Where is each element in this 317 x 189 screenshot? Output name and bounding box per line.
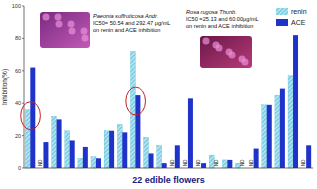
annotation: IC50 =25.13 and 60.00μg/mL — [186, 16, 259, 22]
data-label: ND — [240, 159, 245, 166]
legend-swatch — [276, 8, 288, 15]
flower-photo — [40, 12, 90, 48]
data-label: ND — [183, 159, 188, 166]
y-tick-label: 0 — [18, 165, 21, 171]
y-axis — [24, 6, 25, 168]
y-tick-label: 60 — [15, 68, 21, 74]
bar — [227, 160, 232, 168]
flower-photo — [200, 36, 252, 68]
bar — [91, 157, 96, 168]
bar — [144, 137, 149, 168]
data-label: ND — [249, 159, 254, 166]
bar — [104, 131, 109, 168]
bar — [149, 153, 154, 168]
flower-petal — [56, 21, 63, 28]
bar — [135, 95, 140, 168]
bar — [25, 110, 30, 168]
bar — [262, 105, 267, 168]
flower-petal — [213, 42, 220, 49]
y-tick-label: 20 — [15, 133, 21, 139]
bar — [288, 76, 293, 168]
bar — [52, 116, 57, 168]
data-label: ND — [38, 159, 43, 166]
bar — [188, 98, 193, 168]
bar — [122, 132, 127, 168]
y-tick-label: 100 — [12, 3, 21, 9]
bar — [43, 142, 48, 168]
annotation: IC50= 50.54 and 292.47 μg/mL — [93, 20, 170, 26]
bar — [267, 105, 272, 168]
bar — [78, 158, 83, 168]
annotation: Paeonia suffruticosa Andr. — [93, 13, 158, 19]
y-tick-label: 80 — [15, 35, 21, 41]
bar — [306, 145, 311, 168]
bar — [57, 119, 62, 168]
bar — [96, 158, 101, 168]
flower-petal — [239, 56, 246, 63]
bar — [30, 68, 35, 168]
data-label: ND — [214, 159, 219, 166]
annotation: Rosa rugosa Thunb. — [186, 9, 237, 15]
bar — [70, 140, 75, 168]
legend-label: ACE — [291, 19, 306, 26]
chart: 0 20 40 60 80 100 ND ND ND ND ND ND ND ND 22 edible fl… — [0, 0, 317, 189]
bar — [157, 145, 162, 168]
flower-petal — [69, 28, 76, 35]
data-label: ND — [170, 159, 175, 166]
bar — [175, 145, 180, 168]
legend-swatch — [276, 19, 288, 26]
bar — [201, 163, 206, 168]
legend-label: renin — [291, 8, 307, 15]
flower-petal — [203, 38, 210, 45]
data-label: ND — [196, 159, 201, 166]
annotation: on renin and ACE inhibition — [186, 23, 253, 29]
bar — [65, 131, 70, 168]
y-tick-label: 40 — [15, 100, 21, 106]
annotation: on renin and ACE inhibition — [93, 27, 160, 33]
flower-petal — [82, 35, 89, 42]
flower-petal — [68, 21, 75, 28]
highlight-ring — [21, 102, 41, 130]
x-axis-label: 22 edible flowers — [132, 175, 205, 185]
data-label: ND — [301, 159, 306, 166]
flower-petal — [81, 28, 88, 35]
flower-petal — [226, 49, 233, 56]
x-axis — [24, 168, 313, 169]
bar — [117, 124, 122, 168]
bar — [130, 51, 135, 168]
bar — [109, 131, 114, 168]
bar — [254, 149, 259, 168]
y-axis-label: Inhibition(%) — [1, 69, 9, 105]
bar — [275, 95, 280, 168]
highlight-ring — [126, 87, 146, 115]
flower-petal — [43, 14, 50, 21]
bar — [222, 160, 227, 168]
bar — [280, 89, 285, 168]
bar — [83, 147, 88, 168]
flower-petal — [55, 14, 62, 21]
bar — [293, 35, 298, 168]
bar — [162, 163, 167, 168]
